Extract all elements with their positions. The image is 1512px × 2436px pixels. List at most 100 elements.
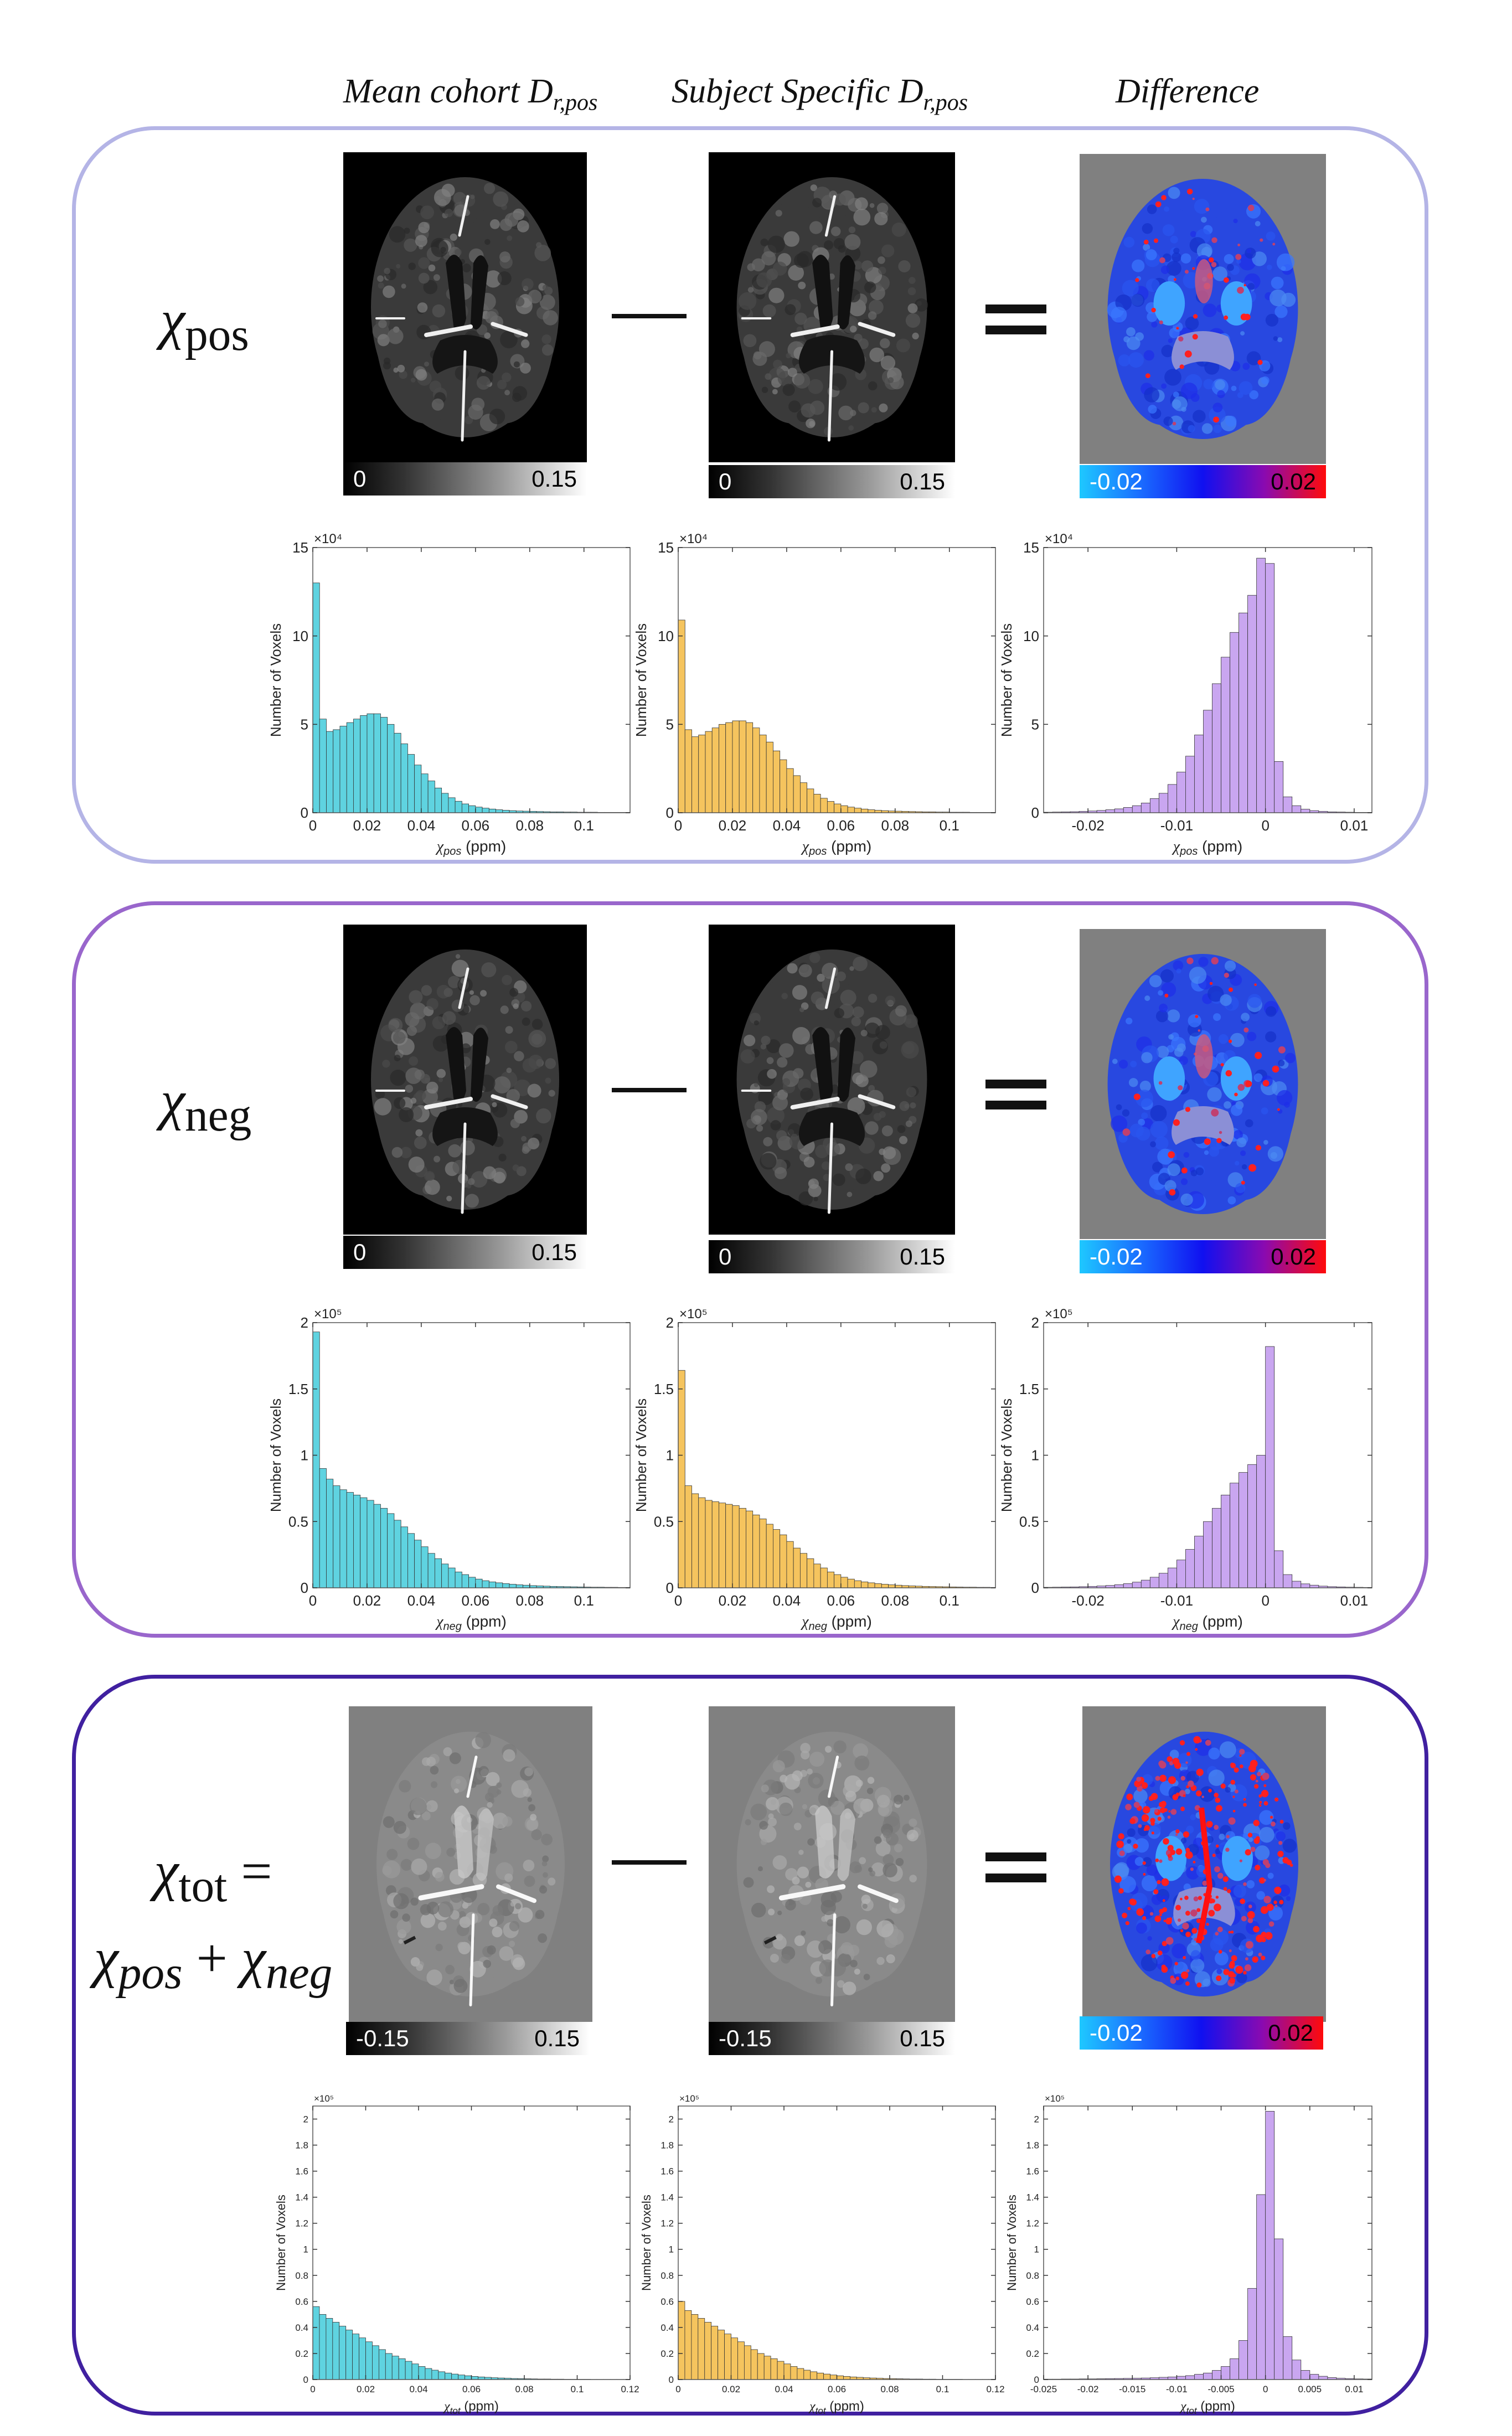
brain-speckle <box>1239 1764 1243 1768</box>
brain-texture <box>424 362 429 367</box>
brain-texture <box>455 954 461 959</box>
brain-speckle <box>1243 1882 1247 1886</box>
histogram-bar <box>1283 2336 1293 2380</box>
histogram-bar <box>1292 1581 1302 1588</box>
brain-texture <box>881 1163 891 1173</box>
histogram-bar <box>380 1508 388 1588</box>
histogram-bar <box>400 1526 408 1588</box>
brain-ventricle <box>812 255 833 331</box>
y-axis-label: Number of Voxels <box>998 1398 1015 1512</box>
brain-texture <box>1217 390 1225 399</box>
brain-texture <box>830 226 841 236</box>
brain-texture <box>807 1838 815 1846</box>
brain-texture <box>404 228 410 234</box>
brain-speckle <box>1118 1833 1124 1840</box>
brain-texture <box>390 1910 399 1919</box>
brain-speckle <box>1186 957 1194 964</box>
colorbar-max-label: 0.15 <box>531 466 577 492</box>
brain-texture <box>515 1903 522 1909</box>
brain-vessel <box>469 1913 475 2007</box>
brain-texture <box>850 1051 864 1064</box>
x-tick-label: 0.08 <box>881 817 909 834</box>
brain-texture <box>887 377 894 383</box>
brain-texture <box>1123 236 1135 248</box>
brain-texture <box>883 1146 896 1159</box>
brain-texture <box>435 1872 445 1882</box>
brain-texture <box>899 1101 910 1111</box>
brain-speckle <box>1141 1814 1149 1822</box>
brain-texture <box>886 1954 895 1964</box>
brain-texture <box>1265 1031 1277 1042</box>
brain-texture <box>1136 1090 1153 1107</box>
brain-texture <box>747 287 754 293</box>
brain-texture <box>430 1781 438 1788</box>
x-axis-label-sub: tot <box>450 2406 461 2414</box>
brain-texture <box>754 1082 758 1087</box>
brain-texture <box>895 1005 907 1017</box>
y-tick-label: 0.4 <box>660 2323 674 2333</box>
brain-texture <box>1218 1034 1229 1044</box>
brain-texture <box>465 1912 478 1925</box>
x-axis-label-unit: (ppm) <box>826 2399 864 2414</box>
brain-texture <box>840 1942 853 1955</box>
brain-speckle <box>1175 1848 1183 1855</box>
brain-speckle <box>1185 1932 1191 1938</box>
brain-texture <box>1246 1880 1255 1888</box>
brain-speckle <box>1212 1854 1216 1857</box>
brain-texture <box>851 1016 861 1026</box>
brain-texture <box>809 1751 825 1767</box>
brain-texture <box>548 1877 556 1886</box>
brain-vessel <box>424 1097 473 1109</box>
brain-texture <box>864 281 876 293</box>
brain-texture <box>785 1900 796 1911</box>
brain-texture <box>414 1136 427 1149</box>
brain-speckle <box>1229 1977 1236 1984</box>
brain-speckle <box>1247 204 1255 211</box>
brain-texture <box>410 378 416 383</box>
brain-texture <box>823 240 834 250</box>
brain-texture <box>1128 352 1144 368</box>
brain-speckle <box>1191 1912 1196 1917</box>
brain-texture <box>906 1829 918 1841</box>
brain-texture <box>374 1098 392 1116</box>
brain-speckle <box>1245 1080 1252 1087</box>
histogram-bar <box>1176 2376 1186 2380</box>
brain-texture <box>830 1891 842 1903</box>
row-label-chi-tot-sub: tot <box>178 1861 228 1912</box>
histogram-bar <box>1265 2111 1275 2380</box>
histogram-bar <box>360 715 368 813</box>
brain-texture <box>500 1005 509 1014</box>
brain-speckle <box>1193 1736 1201 1744</box>
brain-speckle <box>1241 1916 1247 1922</box>
brain-texture <box>1237 392 1243 398</box>
brain-texture <box>523 1788 531 1797</box>
x-tick-label: 0.08 <box>880 2384 899 2394</box>
brain-speckle <box>1243 1803 1247 1807</box>
histogram-bar <box>854 808 861 813</box>
brain-texture <box>751 258 765 272</box>
y-tick-label: 2 <box>1034 2114 1039 2124</box>
brain-texture <box>905 313 921 328</box>
brain-speckle <box>1216 1138 1222 1143</box>
brain-texture <box>786 353 791 359</box>
histogram-bar <box>759 735 767 813</box>
brain-texture <box>1180 1178 1188 1185</box>
brain-vessel <box>824 967 837 1009</box>
colorbar-min-label: 0 <box>353 466 367 492</box>
brain-speckle <box>1133 1093 1141 1100</box>
histogram-bar <box>332 2322 340 2380</box>
column-header-subject-specific-text: Subject Specific D <box>672 73 923 110</box>
brain-speckle <box>1184 350 1192 358</box>
histogram-bar <box>488 1581 496 1588</box>
brain-speckle <box>1180 1776 1185 1781</box>
brain-texture <box>469 990 474 995</box>
brain-texture <box>457 1942 466 1950</box>
brain-texture <box>1263 1140 1268 1145</box>
brain-texture <box>505 1026 513 1034</box>
brain-texture <box>868 994 878 1003</box>
brain-texture <box>425 1179 440 1195</box>
brain-texture <box>878 266 886 275</box>
brain-texture <box>465 1194 479 1208</box>
brain-speckle <box>1247 1911 1255 1919</box>
histogram-bar <box>418 2366 426 2380</box>
